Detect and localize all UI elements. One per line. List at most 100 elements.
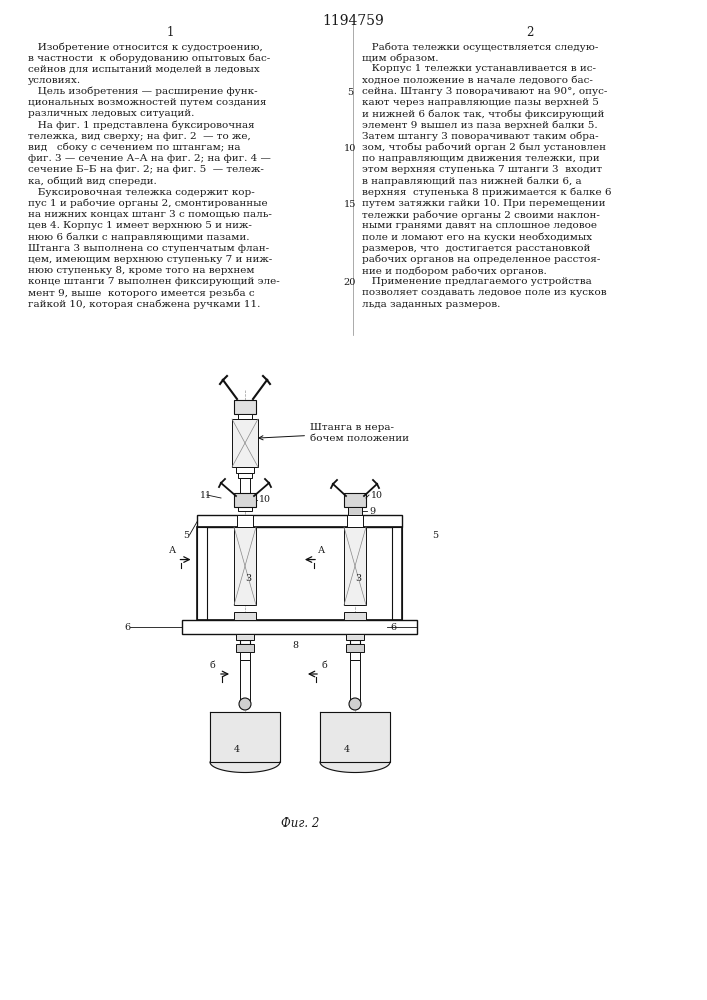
Bar xyxy=(347,515,363,527)
Bar xyxy=(350,652,360,660)
Text: ходное положение в начале ледового бас-: ходное положение в начале ледового бас- xyxy=(362,76,593,85)
Bar xyxy=(238,414,252,419)
Bar xyxy=(240,652,250,660)
Text: Фиг. 2: Фиг. 2 xyxy=(281,817,319,830)
Text: Изобретение относится к судостроению,: Изобретение относится к судостроению, xyxy=(28,42,263,51)
Text: и нижней 6 балок так, чтобы фиксирующий: и нижней 6 балок так, чтобы фиксирующий xyxy=(362,109,604,119)
Text: различных ледовых ситуаций.: различных ледовых ситуаций. xyxy=(28,109,194,118)
Text: пус 1 и рабочие органы 2, смонтированные: пус 1 и рабочие органы 2, смонтированные xyxy=(28,199,268,208)
Text: На фиг. 1 представлена буксировочная: На фиг. 1 представлена буксировочная xyxy=(28,120,255,130)
Text: б: б xyxy=(209,660,215,670)
Text: кают через направляющие пазы верхней 5: кают через направляющие пазы верхней 5 xyxy=(362,98,599,107)
Text: сечение Б–Б на фиг. 2; на фиг. 5  — тележ-: сечение Б–Б на фиг. 2; на фиг. 5 — тележ… xyxy=(28,165,264,174)
Circle shape xyxy=(349,698,361,710)
Bar xyxy=(234,527,256,605)
Text: верхняя  ступенька 8 прижимается к балке 6: верхняя ступенька 8 прижимается к балке … xyxy=(362,188,612,197)
Bar xyxy=(237,515,253,527)
Text: 3: 3 xyxy=(245,574,251,583)
Bar xyxy=(346,634,364,640)
Text: 5: 5 xyxy=(184,530,189,540)
Text: условиях.: условиях. xyxy=(28,76,81,85)
Text: Штанга 3 выполнена со ступенчатым флан-: Штанга 3 выполнена со ступенчатым флан- xyxy=(28,244,269,253)
Circle shape xyxy=(239,698,251,710)
Text: Штанга в нера-
бочем положении: Штанга в нера- бочем положении xyxy=(259,423,409,443)
Text: зом, чтобы рабочий орган 2 был установлен: зом, чтобы рабочий орган 2 был установле… xyxy=(362,143,606,152)
Text: 15: 15 xyxy=(344,200,356,209)
Text: фиг. 3 — сечение А–А на фиг. 2; на фиг. 4 —: фиг. 3 — сечение А–А на фиг. 2; на фиг. … xyxy=(28,154,271,163)
Bar xyxy=(238,473,252,478)
Text: сейнов для испытаний моделей в ледовых: сейнов для испытаний моделей в ледовых xyxy=(28,64,259,73)
Bar xyxy=(350,660,360,700)
Text: 9: 9 xyxy=(369,506,375,516)
Text: льда заданных размеров.: льда заданных размеров. xyxy=(362,300,501,309)
Text: А: А xyxy=(169,546,176,555)
Bar xyxy=(236,467,254,473)
Text: щим образом.: щим образом. xyxy=(362,53,438,63)
Polygon shape xyxy=(210,762,280,772)
Polygon shape xyxy=(210,712,280,762)
Bar xyxy=(232,419,258,467)
Text: 4: 4 xyxy=(234,746,240,754)
Bar xyxy=(197,527,207,620)
Text: Корпус 1 тележки устанавливается в ис-: Корпус 1 тележки устанавливается в ис- xyxy=(362,64,596,73)
Text: путем затяжки гайки 10. При перемещении: путем затяжки гайки 10. При перемещении xyxy=(362,199,605,208)
Bar xyxy=(344,527,366,605)
Bar xyxy=(348,507,362,511)
Text: поле и ломают его на куски необходимых: поле и ломают его на куски необходимых xyxy=(362,232,592,242)
Text: ние и подбором рабочих органов.: ние и подбором рабочих органов. xyxy=(362,266,547,275)
Bar xyxy=(236,634,254,640)
Polygon shape xyxy=(320,762,390,772)
Text: 10: 10 xyxy=(259,495,271,504)
Text: тележка, вид сверху; на фиг. 2  — то же,: тележка, вид сверху; на фиг. 2 — то же, xyxy=(28,132,251,141)
Bar xyxy=(350,640,360,644)
Text: 5: 5 xyxy=(347,88,353,97)
Text: размеров, что  достигается расстановкой: размеров, что достигается расстановкой xyxy=(362,244,590,253)
Text: Цель изобретения — расширение функ-: Цель изобретения — расширение функ- xyxy=(28,87,257,96)
Text: сейна. Штангу 3 поворачивают на 90°, опус-: сейна. Штангу 3 поворачивают на 90°, опу… xyxy=(362,87,607,96)
Bar xyxy=(234,612,256,620)
Text: 8: 8 xyxy=(292,642,298,650)
Bar xyxy=(392,527,402,620)
Bar xyxy=(240,478,250,493)
Text: ка, общий вид спереди.: ка, общий вид спереди. xyxy=(28,176,157,186)
Text: в частности  к оборудованию опытовых бас-: в частности к оборудованию опытовых бас- xyxy=(28,53,270,63)
Text: вид   сбоку с сечением по штангам; на: вид сбоку с сечением по штангам; на xyxy=(28,143,240,152)
Text: 10: 10 xyxy=(371,490,383,499)
Text: гайкой 10, которая снабжена ручками 11.: гайкой 10, которая снабжена ручками 11. xyxy=(28,300,260,309)
Text: нюю 6 балки с направляющими пазами.: нюю 6 балки с направляющими пазами. xyxy=(28,232,250,242)
Text: Затем штангу 3 поворачивают таким обра-: Затем штангу 3 поворачивают таким обра- xyxy=(362,132,599,141)
Text: А: А xyxy=(318,546,326,555)
Text: 1194759: 1194759 xyxy=(322,14,384,28)
Text: ными гранями давят на сплошное ледовое: ными гранями давят на сплошное ледовое xyxy=(362,221,597,230)
Text: 20: 20 xyxy=(344,278,356,287)
Text: 11: 11 xyxy=(200,490,212,499)
Text: на нижних концах штанг 3 с помощью паль-: на нижних концах штанг 3 с помощью паль- xyxy=(28,210,272,219)
Text: по направляющим движения тележки, при: по направляющим движения тележки, при xyxy=(362,154,600,163)
Text: 6: 6 xyxy=(390,622,396,632)
Bar xyxy=(240,640,250,644)
Text: 5: 5 xyxy=(433,530,438,540)
Bar xyxy=(238,507,252,511)
Bar xyxy=(197,515,402,527)
Text: 6: 6 xyxy=(124,622,131,632)
Bar xyxy=(348,507,362,515)
Text: циональных возможностей путем создания: циональных возможностей путем создания xyxy=(28,98,267,107)
Text: 1: 1 xyxy=(166,26,174,39)
Text: Применение предлагаемого устройства: Применение предлагаемого устройства xyxy=(362,277,592,286)
Bar xyxy=(234,493,256,507)
Text: б: б xyxy=(321,660,327,670)
Text: 10: 10 xyxy=(344,144,356,153)
Bar xyxy=(182,620,418,634)
Text: Буксировочная тележка содержит кор-: Буксировочная тележка содержит кор- xyxy=(28,188,255,197)
Text: элемент 9 вышел из паза верхней балки 5.: элемент 9 вышел из паза верхней балки 5. xyxy=(362,120,597,130)
Text: мент 9, выше  которого имеется резьба с: мент 9, выше которого имеется резьба с xyxy=(28,288,255,298)
Text: в направляющий паз нижней балки 6, а: в направляющий паз нижней балки 6, а xyxy=(362,176,582,186)
Bar xyxy=(240,660,250,700)
Text: конце штанги 7 выполнен фиксирующий эле-: конце штанги 7 выполнен фиксирующий эле- xyxy=(28,277,280,286)
Text: этом верхняя ступенька 7 штанги 3  входит: этом верхняя ступенька 7 штанги 3 входит xyxy=(362,165,602,174)
Bar xyxy=(197,527,402,620)
Text: тележки рабочие органы 2 своими наклон-: тележки рабочие органы 2 своими наклон- xyxy=(362,210,600,220)
Bar xyxy=(234,400,256,414)
Text: 4: 4 xyxy=(344,746,350,754)
Text: 2: 2 xyxy=(526,26,534,39)
